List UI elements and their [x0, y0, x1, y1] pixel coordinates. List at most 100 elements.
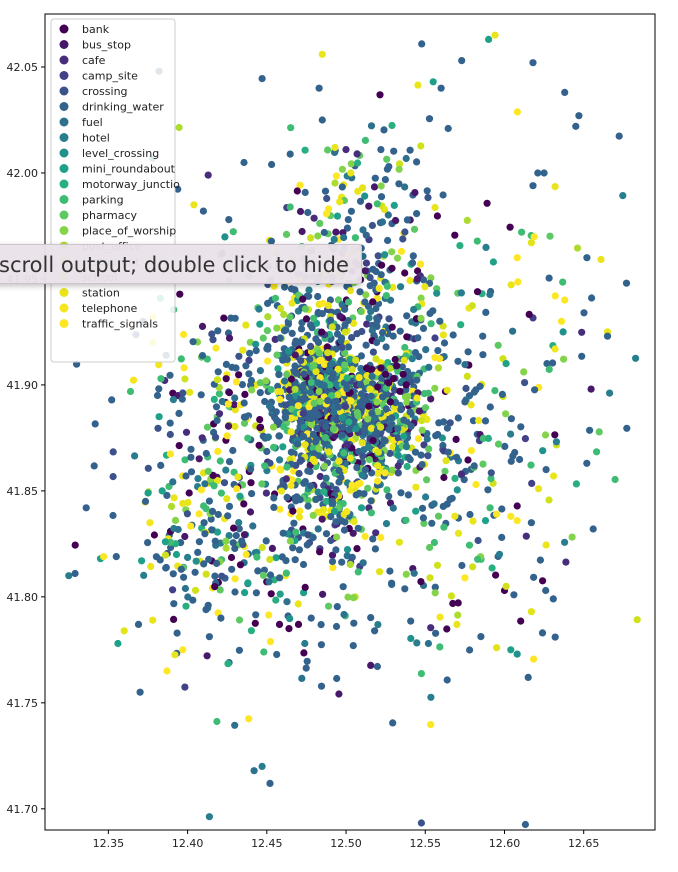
data-point: [286, 150, 294, 158]
data-point: [153, 391, 162, 400]
legend-label: camp_site: [82, 70, 138, 83]
data-point: [402, 443, 411, 451]
data-point: [440, 418, 448, 426]
data-point: [386, 398, 394, 406]
data-point: [578, 328, 586, 336]
data-point: [203, 423, 212, 431]
data-point: [545, 365, 553, 373]
data-point: [291, 556, 299, 564]
legend-marker: [59, 117, 69, 127]
data-point: [402, 154, 410, 163]
data-point: [147, 562, 155, 571]
data-point: [474, 555, 482, 563]
data-point: [611, 475, 619, 484]
data-point: [395, 538, 403, 546]
data-point: [308, 410, 316, 418]
data-point: [326, 381, 334, 389]
data-point: [287, 375, 295, 383]
data-point: [477, 633, 485, 641]
data-point: [409, 252, 417, 260]
data-point: [394, 462, 402, 470]
data-point: [283, 598, 291, 606]
data-point: [368, 365, 376, 373]
data-point: [178, 395, 186, 403]
data-point: [214, 327, 222, 335]
data-point: [453, 453, 461, 461]
data-point: [622, 279, 631, 287]
data-point: [313, 411, 322, 419]
data-point: [214, 447, 222, 455]
data-point: [162, 563, 170, 572]
data-point: [332, 622, 341, 631]
data-point: [457, 321, 465, 329]
data-point: [404, 453, 413, 462]
data-point: [287, 481, 295, 490]
data-point: [317, 641, 325, 649]
data-point: [301, 639, 309, 648]
data-point: [407, 617, 415, 625]
data-point: [358, 327, 366, 336]
data-point: [215, 390, 223, 398]
data-point: [374, 448, 382, 456]
data-point: [322, 497, 330, 505]
data-point: [305, 403, 313, 411]
data-point: [325, 448, 333, 456]
data-point: [418, 417, 426, 425]
legend-marker: [59, 55, 69, 65]
data-point: [474, 536, 482, 545]
data-point: [559, 278, 567, 286]
data-point: [367, 497, 375, 505]
legend-label: mini_roundabout: [82, 163, 176, 176]
data-point: [434, 430, 442, 439]
data-point: [426, 574, 434, 582]
scroll-output-tooltip[interactable]: scroll output; double click to hide: [0, 244, 362, 284]
data-point: [440, 339, 449, 347]
data-point: [363, 364, 371, 372]
data-point: [291, 351, 299, 359]
legend-marker: [59, 319, 69, 328]
data-point: [383, 282, 391, 290]
data-point: [287, 414, 295, 422]
data-point: [276, 465, 284, 473]
data-point: [146, 519, 154, 527]
data-point: [552, 438, 561, 446]
data-point: [489, 258, 497, 266]
data-point: [413, 210, 421, 218]
data-point: [343, 441, 351, 449]
data-point: [378, 218, 387, 226]
data-point: [385, 379, 393, 387]
data-point: [252, 611, 260, 619]
data-point: [433, 289, 441, 297]
data-point: [187, 445, 195, 453]
x-tick-label: 12.45: [251, 837, 283, 850]
data-point: [391, 355, 399, 364]
data-point: [296, 181, 304, 189]
data-point: [252, 589, 260, 597]
data-point: [344, 216, 352, 224]
x-tick-label: 12.35: [93, 837, 125, 850]
data-point: [466, 646, 474, 654]
data-point: [324, 349, 332, 357]
data-point: [443, 424, 451, 432]
data-point: [461, 398, 469, 406]
data-point: [238, 537, 246, 545]
data-point: [229, 446, 237, 455]
data-point: [484, 486, 492, 494]
data-point: [508, 327, 517, 335]
data-point: [429, 78, 437, 86]
legend-label: traffic_signals: [82, 318, 158, 331]
data-point: [454, 529, 463, 537]
data-point: [256, 424, 264, 432]
data-point: [300, 649, 308, 657]
data-point: [338, 343, 346, 351]
data-point: [241, 390, 249, 398]
data-point: [166, 450, 175, 458]
data-point: [333, 330, 342, 338]
data-point: [357, 352, 365, 360]
data-point: [307, 420, 315, 428]
data-point: [283, 370, 291, 379]
data-point: [179, 646, 187, 654]
y-tick-label: 41.80: [7, 591, 39, 604]
data-point: [210, 395, 218, 403]
data-point: [316, 397, 324, 405]
